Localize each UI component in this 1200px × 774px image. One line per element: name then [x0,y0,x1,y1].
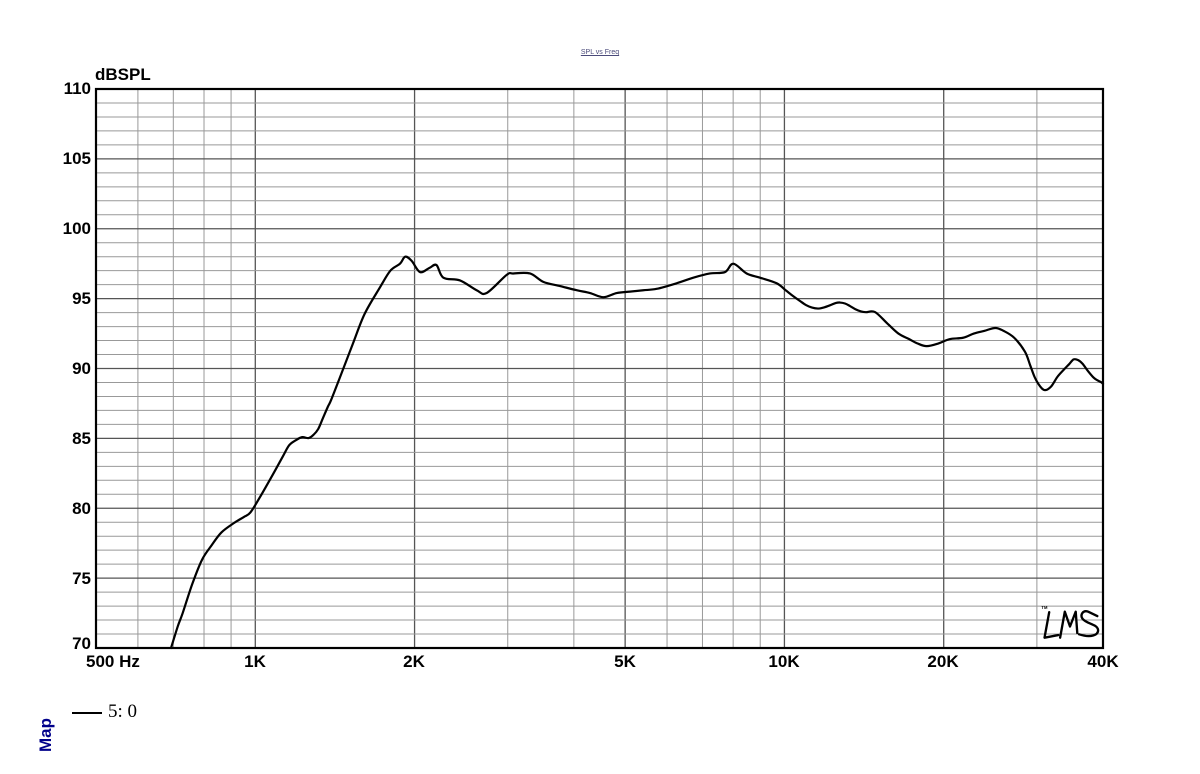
svg-text:TM: TM [1041,605,1048,610]
